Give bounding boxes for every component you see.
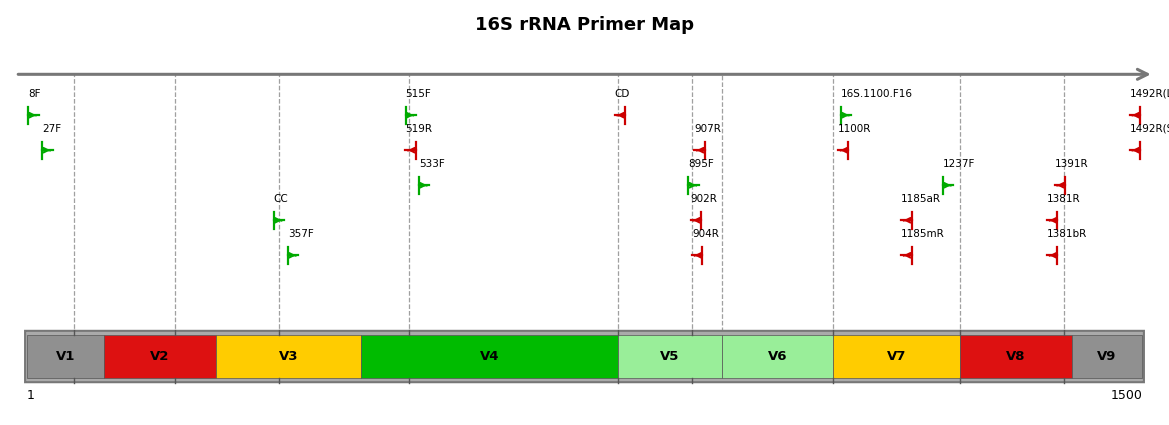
Text: 1492R(L): 1492R(L): [1129, 89, 1169, 99]
Bar: [721, 335, 833, 378]
Text: 907R: 907R: [694, 124, 721, 134]
Bar: [1072, 335, 1142, 378]
Text: V6: V6: [768, 350, 788, 363]
Text: V9: V9: [1098, 350, 1116, 363]
Text: 16S rRNA Primer Map: 16S rRNA Primer Map: [475, 16, 693, 34]
Text: 16S.1100.F16: 16S.1100.F16: [841, 89, 913, 99]
Text: V1: V1: [56, 350, 75, 363]
Text: 1391R: 1391R: [1054, 159, 1088, 169]
Text: 1100R: 1100R: [838, 124, 871, 134]
Text: V5: V5: [660, 350, 679, 363]
Bar: [833, 335, 960, 378]
Text: V8: V8: [1007, 350, 1025, 363]
Text: 1500: 1500: [1111, 389, 1142, 402]
Text: 1237F: 1237F: [943, 159, 975, 169]
Text: 519R: 519R: [406, 124, 433, 134]
Text: V7: V7: [887, 350, 906, 363]
Bar: [27, 335, 104, 378]
Text: 902R: 902R: [691, 194, 718, 204]
Bar: [617, 335, 721, 378]
Text: 1492R(S): 1492R(S): [1129, 124, 1169, 134]
Bar: [361, 335, 617, 378]
Text: 1185aR: 1185aR: [901, 194, 941, 204]
Bar: [960, 335, 1072, 378]
Text: 1: 1: [27, 389, 34, 402]
Text: 904R: 904R: [692, 229, 719, 239]
Text: V3: V3: [278, 350, 298, 363]
Text: 533F: 533F: [419, 159, 444, 169]
Text: 1381bR: 1381bR: [1047, 229, 1087, 239]
Text: 1185mR: 1185mR: [901, 229, 945, 239]
Text: 357F: 357F: [288, 229, 313, 239]
Text: 1381R: 1381R: [1047, 194, 1080, 204]
FancyBboxPatch shape: [25, 331, 1144, 382]
Bar: [104, 335, 215, 378]
Text: 895F: 895F: [689, 159, 714, 169]
Text: 8F: 8F: [28, 89, 41, 99]
Text: V4: V4: [479, 350, 499, 363]
Text: CD: CD: [615, 89, 630, 99]
Text: 515F: 515F: [406, 89, 431, 99]
Bar: [215, 335, 361, 378]
Text: V2: V2: [150, 350, 170, 363]
Text: 27F: 27F: [42, 124, 62, 134]
Text: CC: CC: [274, 194, 289, 204]
